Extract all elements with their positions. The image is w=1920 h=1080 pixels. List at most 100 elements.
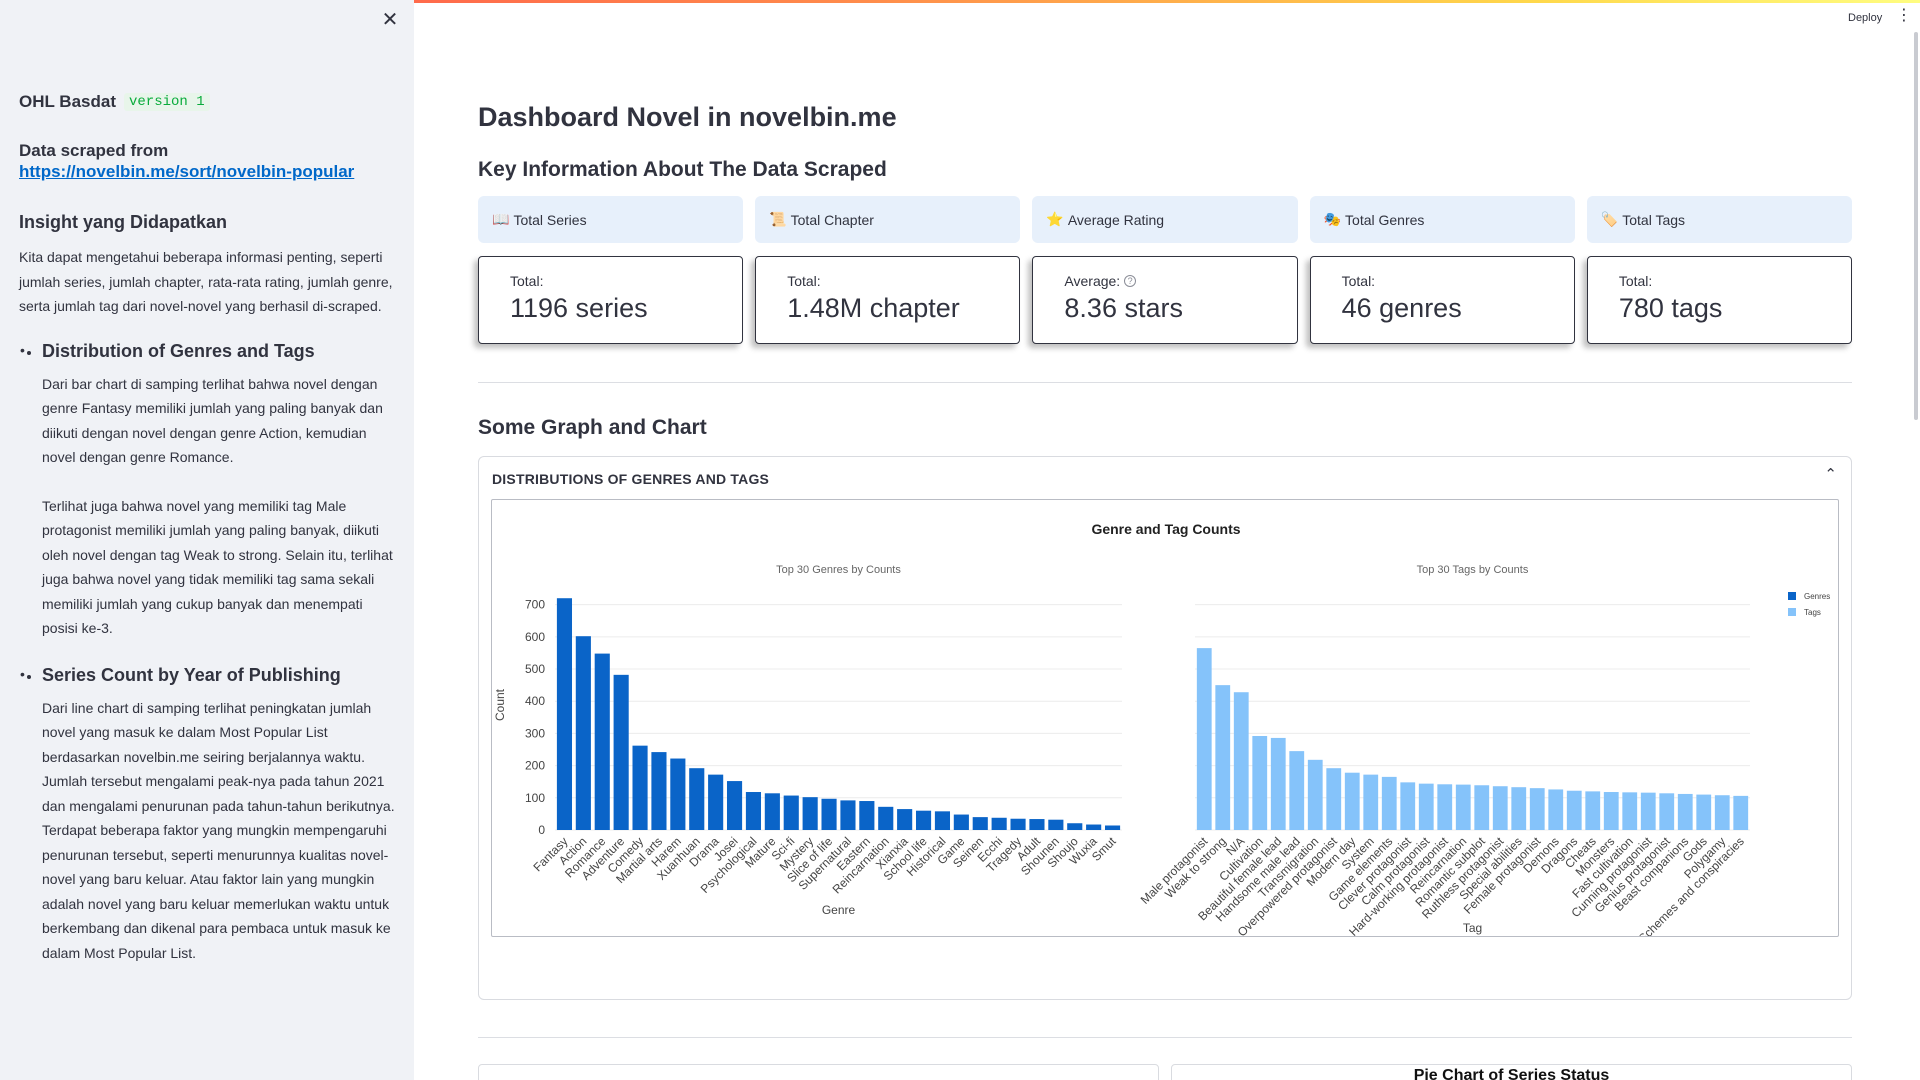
- pill-total-tags: 🏷️ Total Tags: [1586, 196, 1853, 243]
- bar: [1566, 790, 1582, 830]
- y-axis-label: Count: [493, 688, 507, 721]
- bar: [764, 793, 780, 830]
- bar: [1067, 823, 1083, 830]
- bar: [1086, 824, 1102, 830]
- bar: [915, 810, 932, 830]
- bar: [1585, 791, 1601, 830]
- pill-label: Total Series: [513, 211, 587, 228]
- legend-swatch: [1788, 592, 1796, 600]
- bar: [1455, 784, 1471, 830]
- tag-icon: 🏷️: [1600, 211, 1619, 227]
- bar: [1677, 793, 1693, 830]
- bar: [1511, 787, 1527, 830]
- bar: [1048, 819, 1064, 830]
- bar: [1252, 736, 1268, 830]
- bar: [1326, 768, 1342, 830]
- bar: [1215, 685, 1231, 830]
- metric-label: Average:: [1064, 273, 1121, 289]
- pill-average-rating: ⭐ Average Rating: [1032, 196, 1298, 243]
- bar: [802, 797, 818, 830]
- more-vertical-icon[interactable]: ⋮: [1896, 7, 1912, 24]
- top-decoration-bar: [0, 0, 1920, 3]
- bar: [1344, 772, 1360, 830]
- genres-tags-expander: DISTRIBUTIONS OF GENRES AND TAGS ⌃ Genre…: [478, 456, 1852, 1000]
- bar: [1622, 792, 1638, 830]
- y-tick-label: 0: [538, 823, 545, 837]
- expander-header[interactable]: DISTRIBUTIONS OF GENRES AND TAGS: [492, 471, 770, 487]
- bar: [897, 809, 913, 830]
- bar: [1529, 788, 1545, 830]
- metric-label: Total:: [787, 273, 821, 289]
- bar: [575, 636, 591, 830]
- bar: [1733, 795, 1749, 830]
- book-icon: 📖: [492, 211, 510, 227]
- insight-heading: Insight yang Didapatkan: [19, 212, 228, 232]
- deploy-button[interactable]: Deploy: [1848, 12, 1883, 24]
- pill-label: Total Genres: [1345, 211, 1425, 228]
- bar: [1307, 759, 1323, 830]
- bar: [1270, 737, 1286, 830]
- source-link[interactable]: https://novelbin.me/sort/novelbin-popula…: [19, 162, 355, 181]
- metric-value: 1196 series: [510, 293, 648, 323]
- insight-paragraph: Kita dapat mengetahui beberapa informasi…: [19, 249, 393, 314]
- pie-chart-title: Pie Chart of Series Status: [1413, 1067, 1610, 1080]
- page-title: Dashboard Novel in novelbin.me: [478, 102, 897, 132]
- bar: [708, 774, 724, 830]
- y-tick-label: 400: [525, 694, 545, 708]
- bar: [934, 811, 951, 830]
- metric-label: Total:: [510, 273, 544, 289]
- metric-total-series: Total: 1196 series: [478, 256, 744, 344]
- bar: [745, 792, 762, 830]
- metric-value: 46 genres: [1341, 293, 1462, 323]
- section-divider: [478, 382, 1852, 383]
- insight-list: Distribution of Genres and Tags Dari bar…: [19, 341, 395, 966]
- metric-row: Total: 1196 series Total: 1.48M chapter …: [478, 256, 1853, 344]
- app-name: OHL Basdat: [19, 92, 116, 111]
- bar: [1400, 782, 1416, 830]
- version-badge: version 1: [124, 93, 210, 111]
- bar: [651, 752, 667, 830]
- bar: [594, 653, 610, 830]
- star-icon: ⭐: [1046, 211, 1064, 227]
- sidebar: ✕ OHL Basdat version 1 Data scraped from…: [0, 0, 414, 1080]
- metric-total-chapter: Total: 1.48M chapter: [755, 256, 1021, 344]
- legend-label: Tags: [1804, 608, 1821, 617]
- y-tick-label: 100: [525, 791, 545, 805]
- pie-chart-card: Pie Chart of Series Status: [1171, 1064, 1852, 1080]
- y-tick-label: 600: [525, 630, 545, 644]
- bar: [859, 801, 875, 830]
- bar: [689, 768, 705, 830]
- chart-title: Genre and Tag Counts: [1091, 521, 1240, 537]
- chevron-up-icon[interactable]: ⌃: [1824, 466, 1837, 483]
- bar: [1029, 819, 1045, 830]
- pill-label: Total Tags: [1622, 211, 1686, 228]
- bar: [1603, 792, 1619, 830]
- bar: [1418, 783, 1434, 830]
- y-tick-label: 500: [525, 662, 545, 676]
- key-info-heading: Key Information About The Data Scraped: [478, 158, 887, 181]
- help-icon[interactable]: ?: [1124, 275, 1137, 287]
- list-item-paragraph: Dari bar chart di samping terlihat bahwa…: [42, 375, 383, 466]
- metric-value: 1.48M chapter: [787, 293, 960, 323]
- bar: [1381, 776, 1397, 830]
- bar: [1659, 793, 1675, 830]
- bar: [821, 798, 837, 830]
- bar: [1492, 786, 1508, 830]
- bar: [972, 817, 988, 830]
- bar: [1437, 784, 1453, 830]
- bar: [613, 674, 629, 830]
- metric-value: 8.36 stars: [1064, 293, 1183, 323]
- metric-label-row: Average:?: [1064, 273, 1296, 289]
- bar: [670, 758, 686, 830]
- close-icon[interactable]: ✕: [381, 9, 399, 31]
- legend-swatch: [1788, 608, 1796, 616]
- subplot-title: Top 30 Genres by Counts: [776, 564, 901, 576]
- section-divider: [478, 1037, 1852, 1038]
- metric-average-rating: Average:? 8.36 stars: [1032, 256, 1298, 344]
- scrollbar[interactable]: [1914, 32, 1918, 420]
- x-axis-label: Tag: [1463, 921, 1482, 935]
- bar: [556, 598, 573, 830]
- bar: [1196, 648, 1212, 830]
- pill-total-genres: 🎭 Total Genres: [1309, 196, 1575, 243]
- metric-value: 780 tags: [1618, 293, 1723, 323]
